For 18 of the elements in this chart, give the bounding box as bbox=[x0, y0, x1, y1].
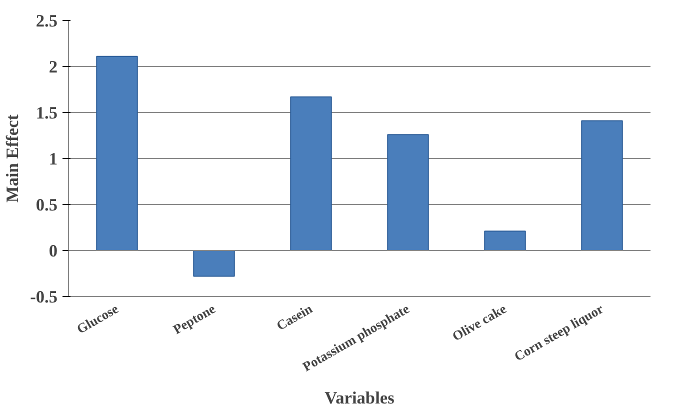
y-tick-label: 1.5 bbox=[36, 104, 58, 122]
y-tick-label: -0.5 bbox=[30, 288, 58, 306]
y-tick-label: 0.5 bbox=[36, 196, 58, 214]
bar bbox=[290, 96, 332, 251]
y-tick-label: 2 bbox=[48, 58, 58, 76]
bar bbox=[96, 56, 138, 251]
y-axis-title: Main Effect bbox=[3, 114, 22, 203]
bar bbox=[484, 230, 526, 251]
x-axis-title: Variables bbox=[324, 388, 395, 408]
y-tick-label: 2.5 bbox=[36, 12, 58, 30]
bar bbox=[581, 120, 623, 251]
bar bbox=[193, 250, 235, 277]
y-tick-label: 0 bbox=[48, 242, 58, 260]
y-tick-label: 1 bbox=[48, 150, 58, 168]
x-tick-label: Corn steep liquor bbox=[512, 300, 606, 364]
x-tick-label: Casein bbox=[274, 300, 316, 334]
bar bbox=[387, 134, 429, 251]
x-tick-label: Olive cake bbox=[450, 300, 509, 344]
